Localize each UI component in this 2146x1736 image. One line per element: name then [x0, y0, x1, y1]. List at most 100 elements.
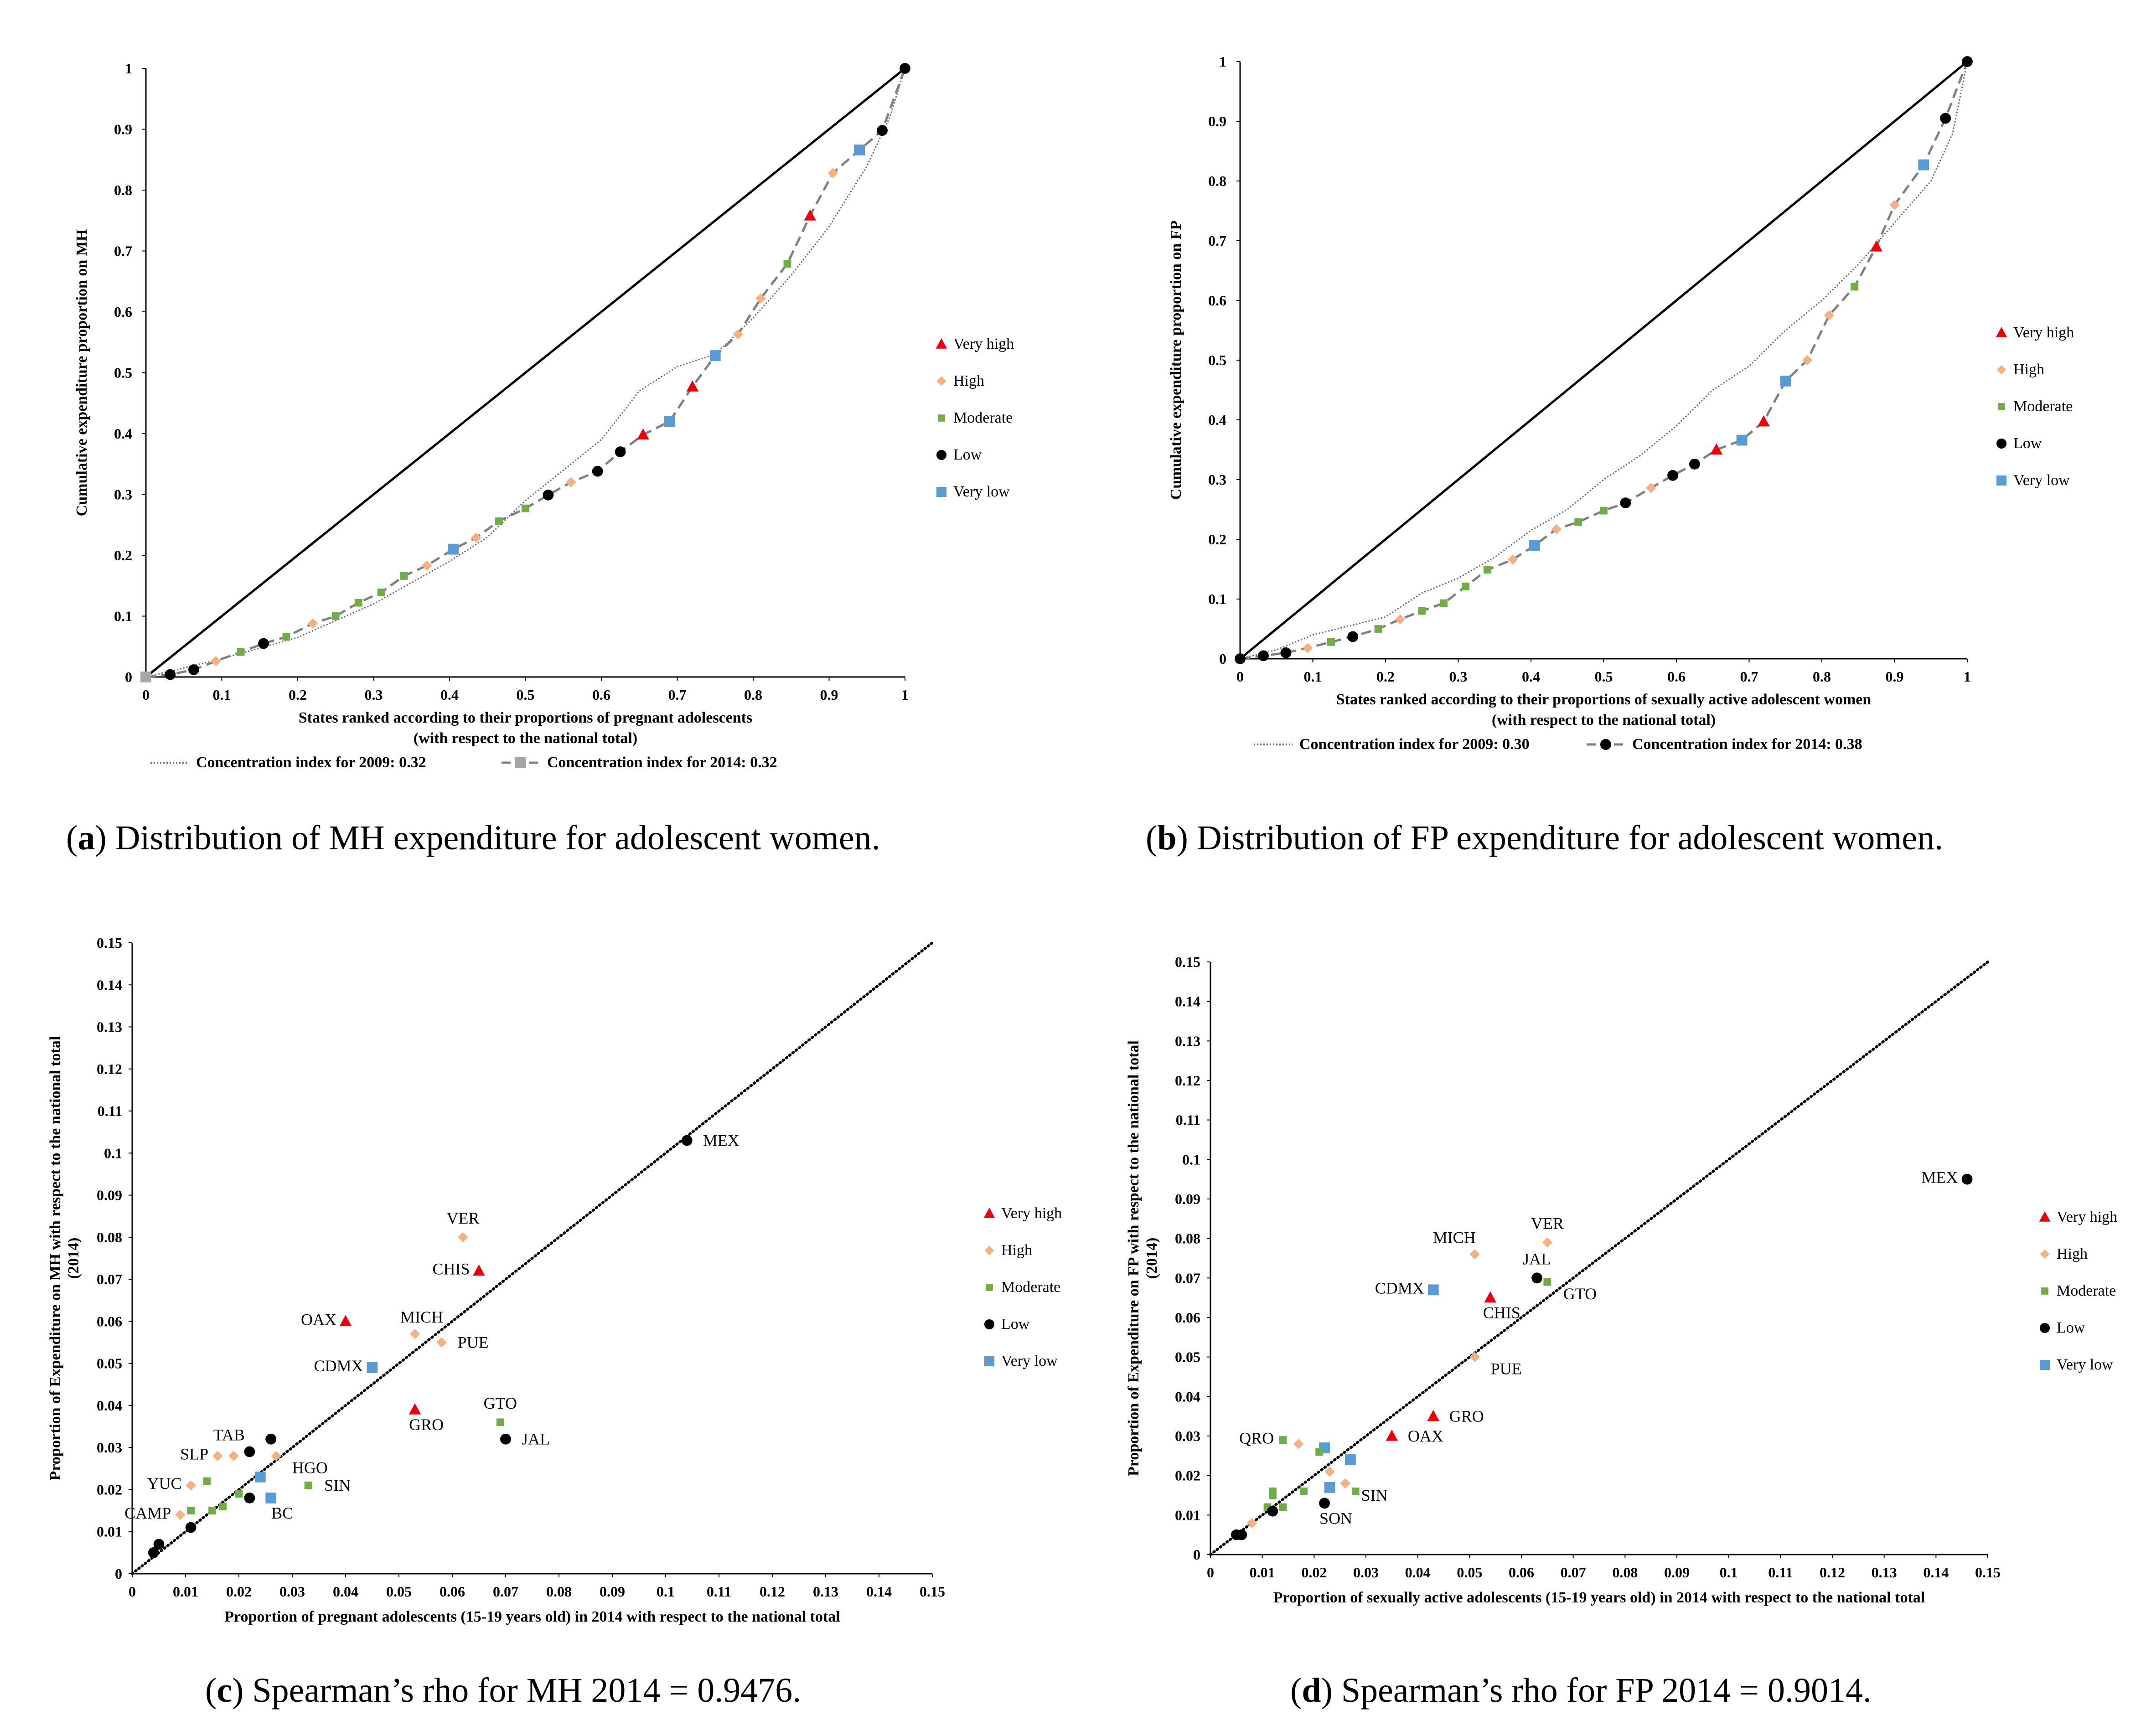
- legend-label-high: High: [2013, 361, 2044, 378]
- x-tick-label: 0.01: [173, 1583, 198, 1600]
- legend-label-very-high: Very high: [953, 336, 1014, 352]
- data-point: [1427, 1284, 1439, 1296]
- x-tick-label: 1: [1964, 668, 1971, 685]
- bottom-legend-2014-label: Concentration index for 2014: 0.38: [1632, 736, 1862, 753]
- x-tick-label: 0.02: [226, 1583, 252, 1600]
- data-point: [1324, 1482, 1335, 1493]
- point-label-oax: OAX: [301, 1310, 336, 1328]
- point-label-hgo: HGO: [292, 1459, 328, 1477]
- point-label-chis: CHIS: [432, 1260, 470, 1278]
- curve-2014: [1240, 61, 1969, 660]
- y-tick-label: 0.6: [1208, 292, 1226, 309]
- x-tick-label: 0.2: [289, 687, 307, 703]
- legend-marker-very-high: [983, 1208, 995, 1218]
- data-point: [237, 648, 245, 656]
- y-tick-label: 0.11: [98, 1103, 122, 1119]
- y-axis-label: Proportion of Expenditure on MH with res…: [47, 1036, 64, 1481]
- data-point: [877, 125, 888, 136]
- data-point: [1961, 1173, 1973, 1185]
- data-point: [1529, 540, 1540, 551]
- y-tick-label: 0.12: [97, 1061, 122, 1077]
- data-point: [522, 504, 529, 512]
- data-point: [219, 1502, 227, 1510]
- point-label-mich: MICH: [1433, 1228, 1476, 1246]
- y-tick-label: 0.8: [114, 182, 132, 198]
- legend-marker-moderate: [2041, 1287, 2048, 1295]
- data-point: [1667, 470, 1678, 481]
- y-tick-label: 0.02: [1175, 1467, 1200, 1484]
- data-point: [1293, 1439, 1304, 1449]
- data-point: [1574, 518, 1582, 526]
- legend-label-low: Low: [2057, 1319, 2085, 1336]
- data-point: [733, 329, 743, 340]
- data-point: [185, 1522, 197, 1533]
- data-point: [1340, 1478, 1350, 1489]
- caption-c-letter: c: [217, 1671, 233, 1710]
- x-tick-label: 0.1: [1720, 1564, 1738, 1581]
- x-tick-label: 0.4: [1522, 668, 1540, 685]
- y-tick-label: 0.06: [97, 1313, 122, 1329]
- data-point: [1600, 506, 1608, 515]
- data-point: [448, 543, 459, 555]
- data-point: [175, 1509, 186, 1520]
- legend-label-very-high: Very high: [2013, 324, 2074, 341]
- legend: Very high High Moderate Low Very low: [1996, 324, 2074, 489]
- bottom-legend-2014-marker: [1600, 739, 1611, 750]
- x-tick-label: 0.14: [866, 1583, 892, 1600]
- data-point: [592, 465, 603, 477]
- data-point: [188, 664, 199, 675]
- legend-marker-low: [1996, 438, 2007, 449]
- data-point: [1889, 200, 1900, 210]
- data-point: [1267, 1505, 1278, 1517]
- chart-panel-b: 0 0.1 0.2 0.3 0.4 0.5 0.6 0.7 0.8 0.9 1 0 0.1 0.2 0.3 0…: [1071, 0, 2146, 818]
- y-tick-label: 1: [125, 60, 132, 77]
- data-point: [1231, 1529, 1242, 1540]
- point-label-qro: QRO: [1239, 1429, 1274, 1447]
- x-tick-label: 0.03: [279, 1583, 305, 1600]
- data-point: [409, 1403, 421, 1415]
- data-point: [1736, 434, 1748, 446]
- point-label-camp: CAMP: [124, 1504, 171, 1522]
- data-point: [1280, 647, 1292, 658]
- point-label-mex: MEX: [703, 1132, 739, 1150]
- point-label-tab: TAB: [213, 1426, 245, 1444]
- x-tick-label: 0.06: [1509, 1564, 1534, 1581]
- legend-label-low: Low: [2013, 435, 2042, 452]
- legend: Very high High Moderate Low Very low: [936, 336, 1014, 500]
- caption-c: (c) Spearman’s rho for MH 2014 = 0.9476.: [205, 1671, 802, 1710]
- x-tick-label: 0.13: [813, 1583, 838, 1600]
- y-tick-label: 0.07: [1175, 1270, 1200, 1286]
- y-tick-label: 0.6: [114, 304, 132, 320]
- concentration-curve-chart-mh: 0 0.1 0.2 0.3 0.4 0.5 0.6 0.7 0.8 0.9 1 0 0.1 0.2 0.3 0…: [73, 60, 1014, 771]
- data-point: [471, 532, 481, 543]
- legend-label-very-low: Very low: [1001, 1353, 1058, 1369]
- reference-line: [1209, 961, 1989, 1556]
- data-point: [203, 1477, 211, 1485]
- caption-d: (d) Spearman’s rho for FP 2014 = 0.9014.: [1290, 1671, 1872, 1710]
- point-label-son: SON: [1319, 1509, 1352, 1527]
- data-point: [1345, 1454, 1356, 1465]
- plot-area: 0 0.01 0.02 0.03 0.04 0.05 0.06 0.07 0.08 0.09 0.1…: [47, 935, 945, 1625]
- y-tick-label: 0.3: [1208, 471, 1226, 488]
- point-label-pue: PUE: [458, 1333, 489, 1352]
- data-point: [1315, 1448, 1324, 1456]
- legend-label-moderate: Moderate: [2057, 1282, 2116, 1299]
- legend-marker-moderate: [986, 1284, 993, 1291]
- bottom-legend-2009-label: Concentration index for 2009: 0.30: [1299, 736, 1530, 753]
- data-point: [208, 1507, 216, 1514]
- x-tick-label: 0.1: [1304, 668, 1322, 685]
- x-tick-label: 0.1: [657, 1583, 675, 1600]
- y-tick-label: 0: [125, 669, 132, 685]
- legend-marker-high: [936, 376, 946, 386]
- legend-marker-high: [1996, 365, 2006, 375]
- data-point: [265, 1493, 277, 1504]
- caption-d-text: Spearman’s rho for FP 2014 = 0.9014.: [1332, 1671, 1872, 1710]
- data-point: [210, 656, 221, 666]
- x-tick-label: 0.8: [744, 687, 762, 703]
- equality-line: [145, 67, 906, 678]
- point-label-cdmx: CDMX: [1375, 1279, 1424, 1297]
- y-tick-label: 0.03: [97, 1439, 122, 1456]
- plot-area: 0 0.1 0.2 0.3 0.4 0.5 0.6 0.7 0.8 0.9 1 0 0.1 0.2 0.3 0…: [1168, 53, 1973, 753]
- x-tick-label: 0.15: [1975, 1564, 2001, 1581]
- data-point: [1258, 650, 1269, 661]
